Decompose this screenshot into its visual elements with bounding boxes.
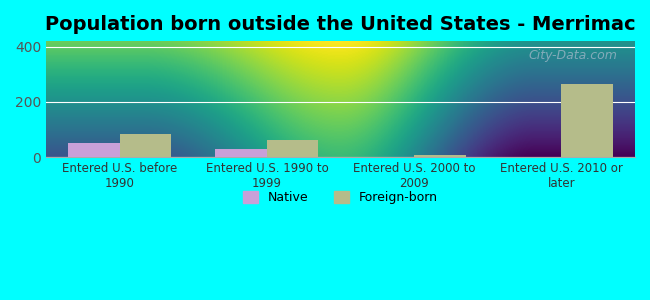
Bar bbox=[68, 143, 120, 157]
Bar bbox=[414, 155, 465, 157]
Bar bbox=[267, 140, 318, 157]
Bar bbox=[562, 84, 613, 157]
Text: City-Data.com: City-Data.com bbox=[528, 49, 618, 62]
Bar bbox=[215, 149, 267, 157]
Bar bbox=[120, 134, 171, 157]
Legend: Native, Foreign-born: Native, Foreign-born bbox=[239, 186, 443, 209]
Title: Population born outside the United States - Merrimac: Population born outside the United State… bbox=[46, 15, 636, 34]
